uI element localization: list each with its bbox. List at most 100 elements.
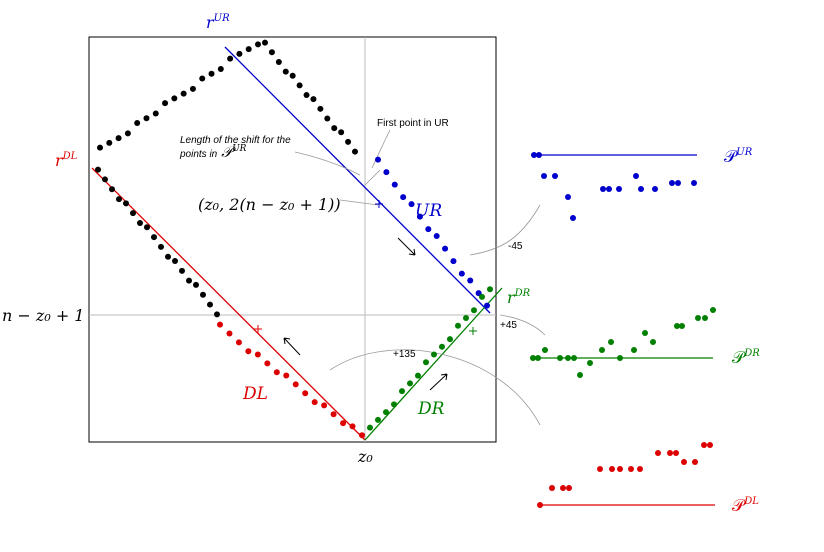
point — [158, 243, 164, 250]
point — [669, 180, 675, 186]
point — [667, 450, 673, 456]
point — [599, 347, 605, 353]
point — [479, 293, 485, 300]
point — [408, 201, 415, 208]
point — [487, 286, 493, 293]
point — [338, 129, 345, 136]
point — [695, 315, 701, 321]
point — [375, 416, 381, 423]
point — [165, 253, 171, 260]
label-sup: UR — [232, 144, 247, 154]
label-sup: UR — [214, 13, 230, 24]
point — [302, 390, 309, 397]
frame — [88, 36, 497, 443]
point — [399, 388, 405, 395]
point — [143, 115, 150, 122]
label-sup: DL — [62, 151, 78, 162]
point — [296, 82, 303, 89]
point — [552, 173, 558, 179]
point — [628, 466, 634, 472]
dl-line — [91, 167, 366, 441]
point — [172, 257, 178, 264]
point — [637, 466, 643, 472]
direction-arrows — [283, 237, 448, 391]
label-base: r — [507, 288, 516, 307]
point — [193, 281, 199, 288]
r-dl: rDL — [55, 151, 78, 170]
point — [359, 432, 365, 439]
point — [536, 152, 542, 158]
point — [349, 423, 356, 430]
point — [116, 196, 122, 203]
point — [383, 169, 390, 176]
point — [702, 315, 708, 321]
point — [565, 194, 571, 200]
dr-label: DR — [417, 399, 445, 419]
point — [180, 90, 187, 97]
point — [407, 380, 413, 387]
dl-label: DL — [242, 384, 268, 404]
r-ur: rUR — [206, 13, 230, 32]
point — [609, 466, 615, 472]
point — [577, 372, 583, 378]
point — [115, 135, 122, 142]
point — [245, 46, 252, 53]
point — [549, 485, 555, 491]
point — [171, 95, 178, 102]
label-base: 𝒫 — [732, 348, 746, 368]
label-sup: UR — [736, 147, 752, 158]
point — [415, 372, 421, 379]
point — [681, 459, 687, 465]
label-sup: DL — [743, 496, 759, 507]
point — [416, 213, 423, 220]
point — [475, 290, 482, 297]
point — [331, 125, 338, 132]
point — [152, 110, 159, 117]
label-base: 𝒫 — [724, 147, 738, 167]
rot-dl: +135 — [393, 349, 416, 360]
point — [707, 442, 713, 448]
point — [375, 156, 381, 163]
level-label: n − z₀ + 1 — [2, 306, 84, 325]
point — [123, 200, 129, 207]
point — [617, 466, 623, 472]
point — [542, 347, 548, 353]
point — [471, 307, 477, 314]
point — [330, 411, 337, 418]
point — [345, 138, 352, 145]
point — [310, 96, 317, 103]
point — [207, 301, 213, 308]
point — [226, 330, 233, 337]
p-dl: 𝒫DL — [732, 496, 759, 516]
point — [566, 485, 572, 491]
r-dr: rDR — [507, 288, 531, 307]
point — [95, 166, 101, 173]
point — [137, 220, 143, 227]
point — [144, 224, 150, 231]
point — [425, 226, 432, 233]
point — [710, 307, 716, 313]
point — [289, 72, 296, 79]
point — [130, 210, 136, 217]
point — [321, 402, 328, 409]
point — [692, 459, 698, 465]
point — [439, 343, 445, 350]
dr-line — [364, 287, 503, 441]
point — [352, 148, 358, 155]
point — [560, 485, 566, 491]
point — [447, 336, 453, 343]
point — [262, 39, 268, 46]
point — [463, 315, 469, 321]
p-ur: 𝒫UR — [724, 147, 753, 167]
point — [675, 180, 681, 186]
rot-dr: +45 — [500, 320, 517, 331]
point — [208, 70, 215, 77]
point — [340, 420, 347, 427]
point — [235, 339, 242, 346]
point — [652, 186, 658, 192]
point — [535, 355, 541, 361]
point — [442, 245, 449, 252]
point — [217, 321, 223, 328]
point — [383, 409, 389, 416]
